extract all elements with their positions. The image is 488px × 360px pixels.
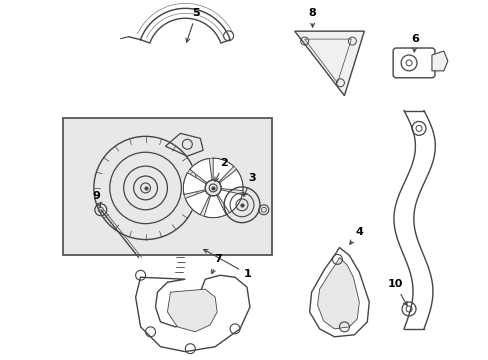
Polygon shape [213, 158, 233, 182]
Polygon shape [189, 158, 212, 183]
FancyBboxPatch shape [392, 48, 434, 78]
Polygon shape [294, 31, 364, 96]
Text: 7: 7 [211, 255, 222, 274]
Polygon shape [140, 8, 230, 43]
Polygon shape [183, 173, 206, 194]
Polygon shape [217, 190, 242, 213]
Text: 6: 6 [410, 34, 418, 52]
Text: 10: 10 [386, 279, 407, 306]
Polygon shape [317, 257, 359, 329]
Polygon shape [185, 191, 209, 215]
Polygon shape [203, 195, 225, 218]
Text: 4: 4 [349, 226, 363, 244]
Polygon shape [219, 169, 243, 190]
Polygon shape [393, 111, 434, 329]
Text: 3: 3 [243, 173, 255, 196]
Text: 2: 2 [215, 158, 227, 181]
Polygon shape [167, 289, 217, 332]
Text: 9: 9 [92, 191, 101, 207]
Polygon shape [135, 275, 249, 352]
Text: 5: 5 [185, 8, 200, 42]
Polygon shape [309, 247, 368, 337]
Polygon shape [431, 51, 447, 71]
FancyBboxPatch shape [63, 118, 271, 255]
Text: 8: 8 [308, 8, 316, 27]
Text: 1: 1 [203, 249, 251, 279]
